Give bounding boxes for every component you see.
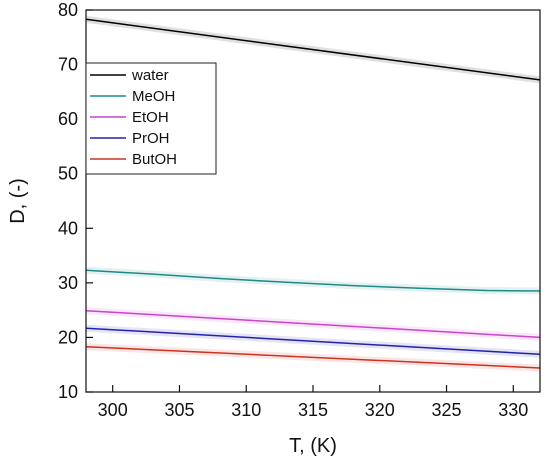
series-band-meoh [85,266,541,295]
series-line-etoh [85,309,541,339]
legend-label-proh: PrOH [132,130,170,147]
y-tick-label: 10 [58,382,78,402]
series-line-proh [85,327,541,356]
x-tick-label: 315 [298,400,328,420]
x-tick-label: 320 [365,400,395,420]
x-tick-label: 305 [164,400,194,420]
series-line-meoh [85,269,541,292]
y-tick-label: 70 [58,55,78,75]
y-tick-label: 40 [58,218,78,238]
legend: water MeOH EtOH PrOH ButOH [85,62,217,175]
legend-label-etoh: EtOH [132,109,169,126]
y-tick-label: 30 [58,273,78,293]
y-tick-label: 80 [58,0,78,20]
legend-label-water: water [131,67,169,84]
legend-label-butoh: ButOH [132,151,177,168]
series-layer [85,15,541,372]
x-tick-label: 310 [231,400,261,420]
x-axis-title: T, (K) [289,435,337,457]
tick-layer: 300 305 310 315 320 325 330 10 20 30 40 50 60 70 80 [58,0,528,420]
x-tick-label: 325 [432,400,462,420]
y-axis-title: D, (-) [7,178,29,224]
x-tick-label: 330 [498,400,528,420]
series-line-water [85,18,541,81]
plot-frame [85,9,541,393]
y-tick-label: 50 [58,164,78,184]
y-tick-label: 20 [58,327,78,347]
series-line-butoh [85,345,541,369]
y-tick-label: 60 [58,109,78,129]
legend-box [85,62,217,175]
legend-label-meoh: MeOH [132,88,175,105]
x-tick-label: 300 [98,400,128,420]
